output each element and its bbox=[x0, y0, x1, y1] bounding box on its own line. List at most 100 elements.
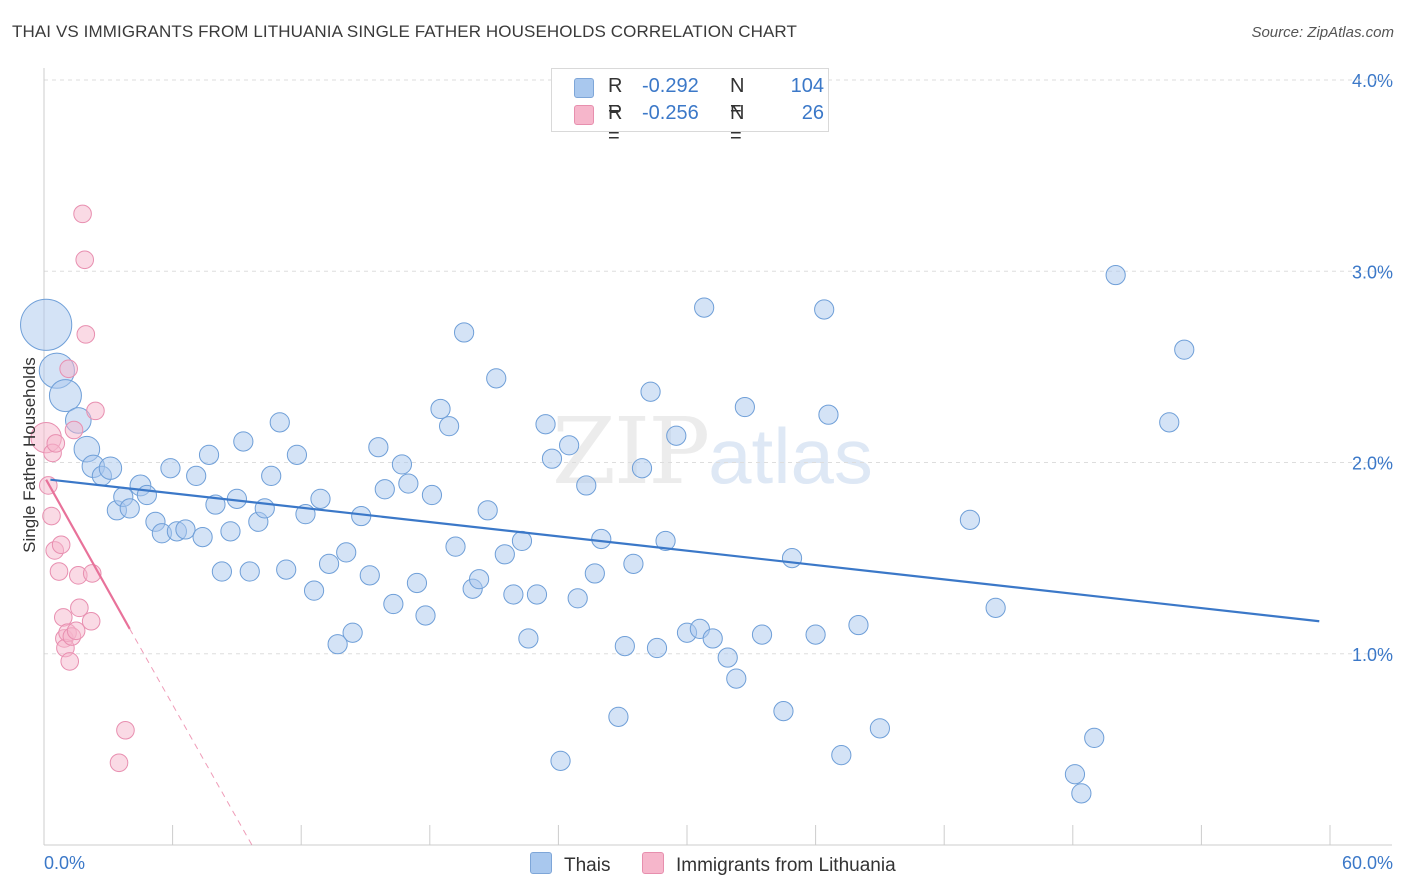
point-thais bbox=[591, 528, 612, 550]
point-thais bbox=[848, 614, 869, 636]
point-thais bbox=[20, 298, 73, 351]
point-thais bbox=[518, 628, 539, 649]
point-thais bbox=[383, 593, 404, 615]
point-thais bbox=[342, 622, 363, 643]
point-thais bbox=[773, 701, 794, 722]
point-thais bbox=[694, 297, 715, 318]
point-thais bbox=[576, 475, 597, 496]
point-lithuania bbox=[81, 611, 101, 631]
legend-n-label: N = bbox=[730, 102, 745, 147]
legend-n-value: 104 bbox=[790, 75, 824, 97]
point-thais bbox=[1064, 764, 1086, 785]
point-thais bbox=[175, 519, 196, 540]
point-thais bbox=[869, 718, 891, 739]
watermark-atlas: atlas bbox=[708, 412, 873, 500]
point-thais bbox=[453, 322, 475, 343]
point-thais bbox=[726, 668, 747, 689]
point-thais bbox=[655, 530, 676, 552]
chart-title: THAI VS IMMIGRANTS FROM LITHUANIA SINGLE… bbox=[12, 22, 797, 41]
point-thais bbox=[359, 565, 380, 586]
point-thais bbox=[211, 561, 232, 582]
point-thais bbox=[623, 553, 644, 574]
y-tick-label: 1.0% bbox=[1352, 645, 1393, 665]
x-tick-label-min: 0.0% bbox=[44, 853, 85, 873]
point-thais bbox=[254, 498, 275, 519]
point-thais bbox=[486, 368, 507, 389]
point-thais bbox=[468, 569, 490, 590]
point-thais bbox=[717, 647, 738, 668]
point-thais bbox=[584, 563, 605, 584]
point-lithuania bbox=[70, 598, 89, 618]
bottom-swatch-lithuania bbox=[642, 852, 664, 874]
point-thais bbox=[550, 750, 571, 771]
point-lithuania bbox=[46, 434, 66, 453]
point-thais bbox=[327, 634, 348, 655]
point-thais bbox=[1159, 412, 1180, 433]
point-lithuania bbox=[73, 204, 92, 224]
point-thais bbox=[831, 745, 852, 766]
point-thais bbox=[666, 425, 687, 446]
point-lithuania bbox=[64, 420, 84, 440]
point-lithuania bbox=[86, 401, 105, 421]
point-thais bbox=[614, 636, 635, 657]
point-thais bbox=[233, 431, 254, 452]
point-thais bbox=[559, 435, 580, 456]
point-thais bbox=[702, 628, 723, 649]
point-lithuania bbox=[51, 535, 71, 555]
point-lithuania bbox=[53, 608, 73, 627]
legend-n-label: N = bbox=[730, 75, 745, 120]
point-thais bbox=[186, 465, 207, 486]
point-thais bbox=[511, 530, 533, 552]
point-thais bbox=[391, 454, 413, 475]
point-thais bbox=[48, 379, 82, 413]
bottom-legend-thais: Thais bbox=[530, 852, 610, 877]
point-lithuania bbox=[49, 562, 69, 581]
point-thais bbox=[751, 624, 773, 645]
point-thais bbox=[336, 542, 357, 563]
bottom-legend-lithuania: Immigrants from Lithuania bbox=[642, 852, 896, 877]
point-thais bbox=[261, 465, 282, 486]
point-thais bbox=[541, 448, 563, 469]
point-lithuania bbox=[109, 753, 129, 773]
point-thais bbox=[269, 412, 290, 433]
point-thais bbox=[286, 444, 308, 465]
point-thais bbox=[818, 404, 839, 425]
point-thais bbox=[1071, 783, 1092, 804]
point-thais bbox=[1174, 339, 1195, 360]
point-thais bbox=[1084, 727, 1105, 749]
y-tick-label: 4.0% bbox=[1352, 71, 1393, 91]
legend-r-label: R = bbox=[608, 102, 623, 147]
point-thais bbox=[421, 484, 443, 506]
trendline-lithuania-extension bbox=[129, 628, 253, 846]
point-lithuania bbox=[116, 720, 135, 740]
point-thais bbox=[406, 572, 428, 594]
point-thais bbox=[646, 637, 668, 659]
point-thais bbox=[535, 414, 556, 435]
point-thais bbox=[814, 299, 835, 320]
point-thais bbox=[318, 553, 340, 574]
point-thais bbox=[959, 509, 981, 530]
correlation-legend: R = -0.292 N = 104 R = -0.256 N = 26 bbox=[551, 68, 829, 147]
point-thais bbox=[303, 580, 325, 601]
point-thais bbox=[526, 584, 548, 605]
point-lithuania bbox=[42, 506, 61, 526]
point-thais bbox=[160, 458, 181, 479]
point-thais bbox=[136, 484, 157, 506]
trendline-lithuania bbox=[45, 479, 131, 630]
point-thais bbox=[781, 548, 803, 569]
point-thais bbox=[805, 624, 826, 645]
point-lithuania bbox=[75, 250, 95, 270]
bottom-legend-label: Thais bbox=[564, 855, 611, 876]
point-thais bbox=[494, 544, 515, 565]
legend-r-value: -0.292 bbox=[642, 75, 699, 97]
point-lithuania bbox=[66, 621, 86, 641]
point-thais bbox=[220, 521, 241, 542]
point-thais bbox=[503, 584, 524, 605]
point-thais bbox=[445, 536, 466, 557]
point-thais bbox=[415, 605, 436, 626]
point-thais bbox=[198, 444, 220, 465]
point-thais bbox=[985, 597, 1006, 618]
point-thais bbox=[430, 398, 451, 420]
legend-n-value: 26 bbox=[801, 102, 824, 124]
